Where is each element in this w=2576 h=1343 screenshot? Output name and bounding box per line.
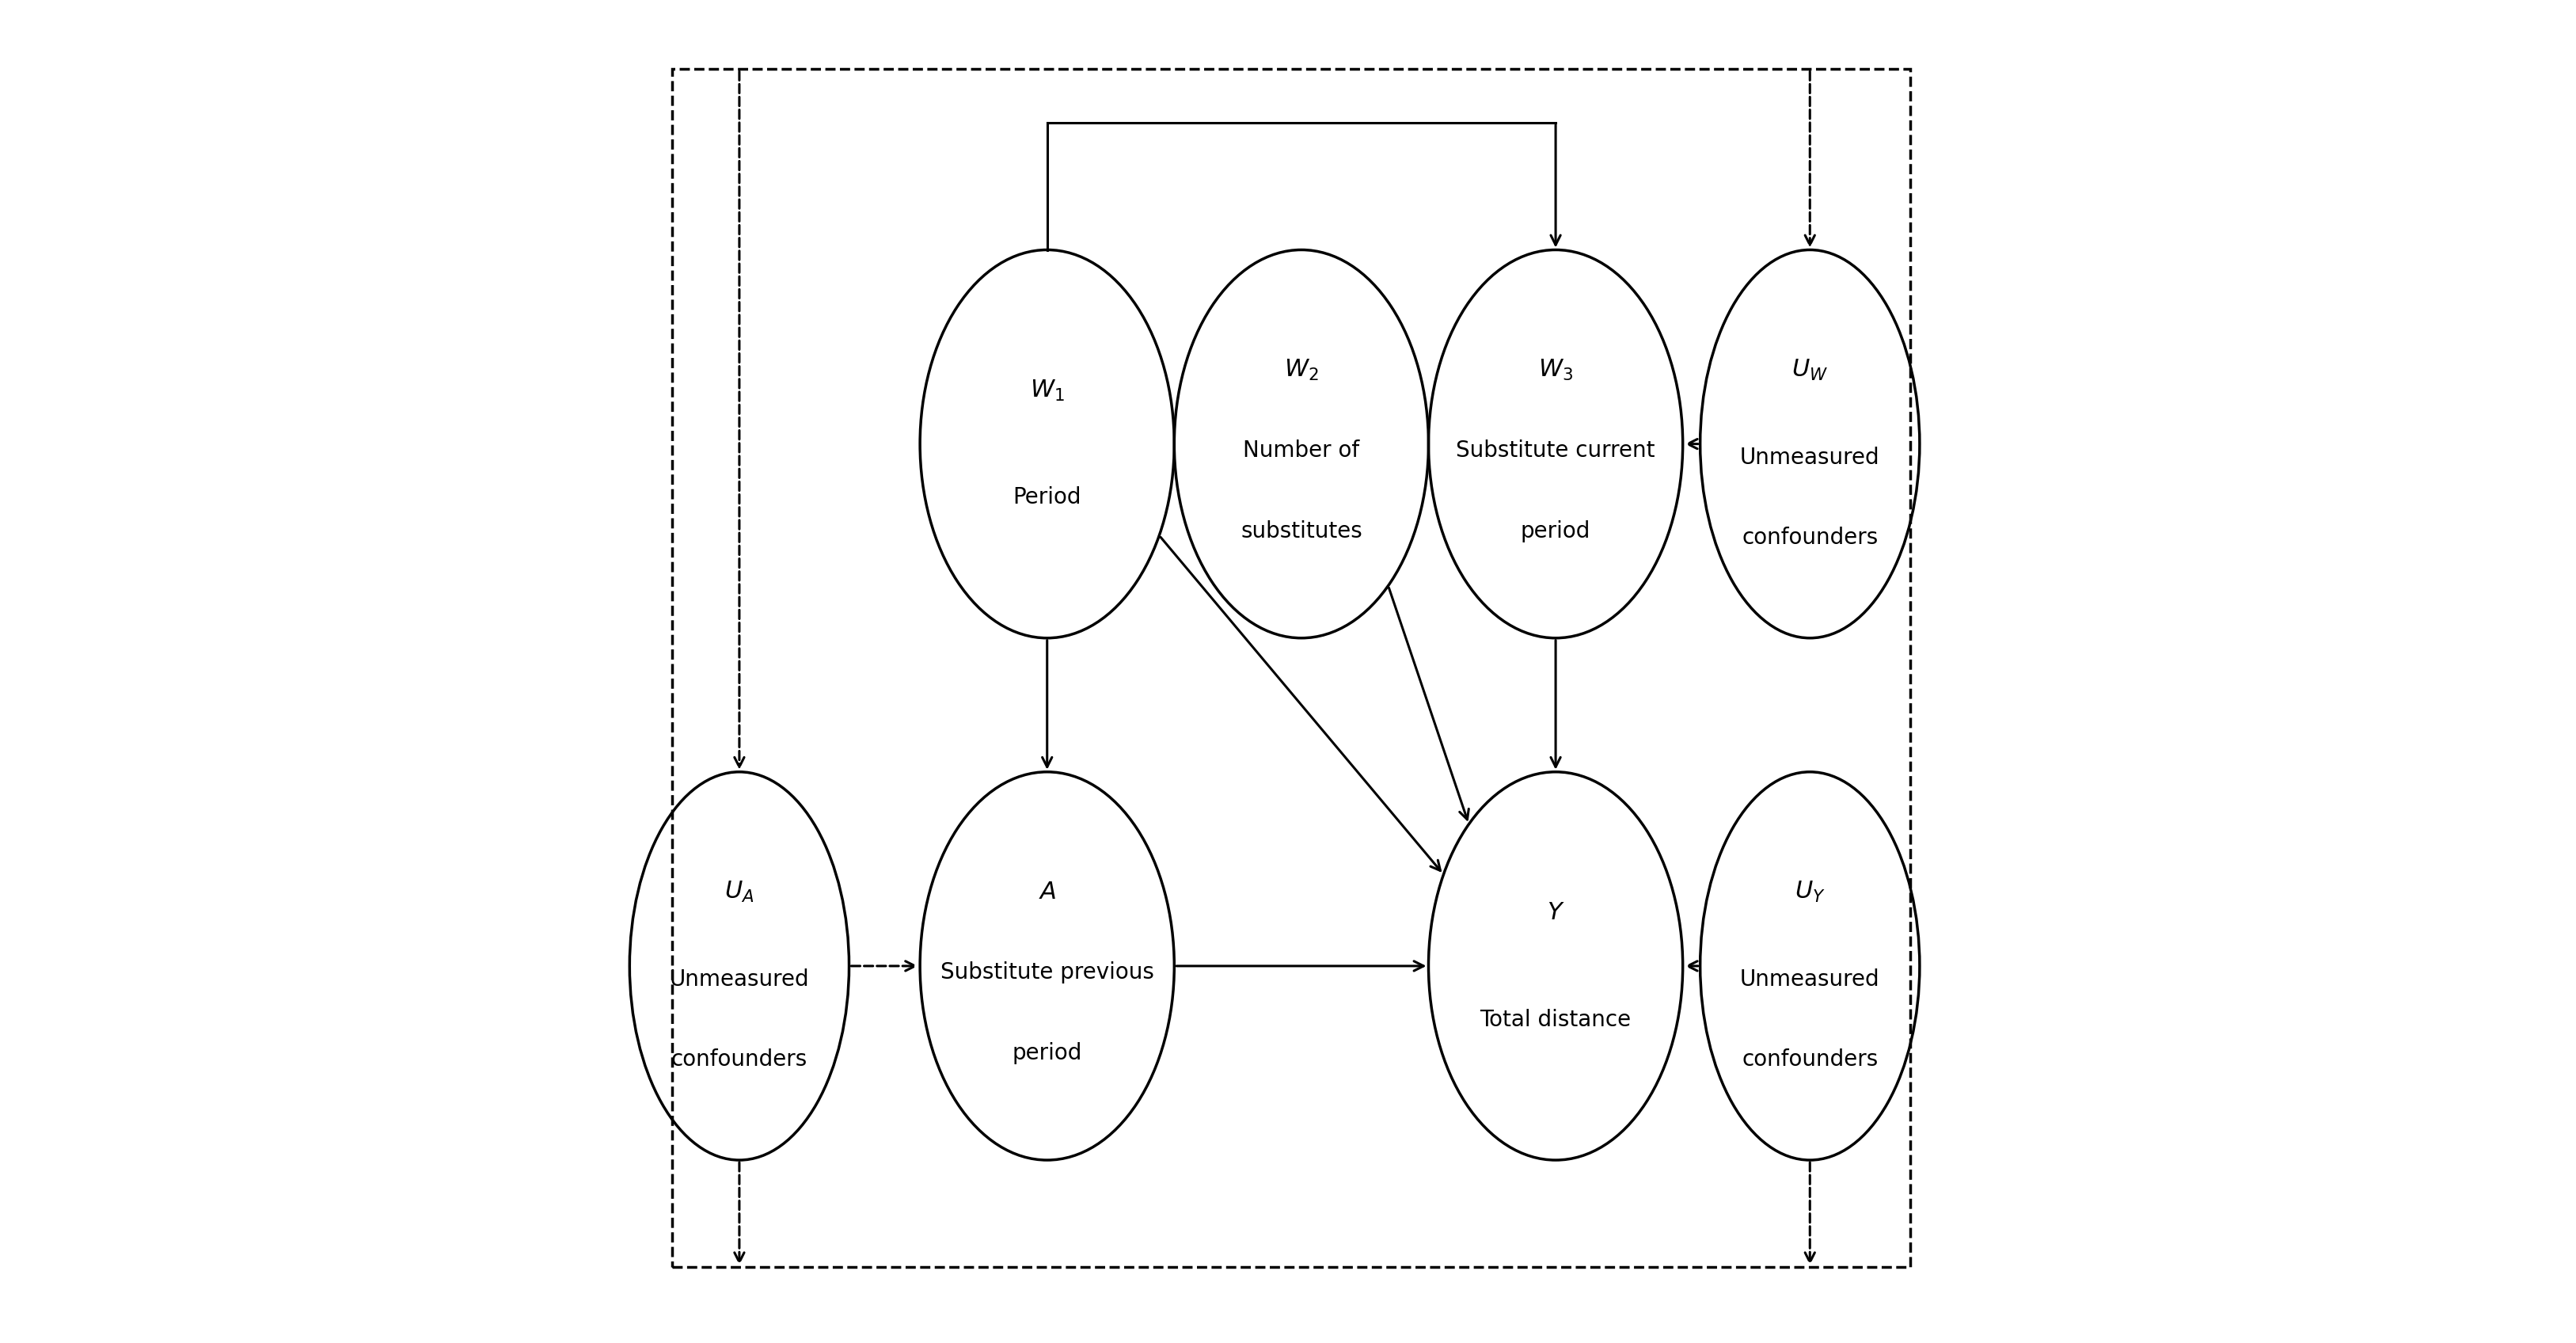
Text: Period: Period (1012, 486, 1082, 509)
Text: Unmeasured: Unmeasured (1739, 446, 1880, 469)
Text: $W_3$: $W_3$ (1538, 359, 1574, 383)
Text: $A$: $A$ (1038, 881, 1056, 904)
Text: confounders: confounders (1741, 526, 1878, 549)
Text: Unmeasured: Unmeasured (670, 968, 809, 991)
Text: $U_W$: $U_W$ (1793, 359, 1829, 383)
Text: period: period (1012, 1042, 1082, 1064)
Text: confounders: confounders (672, 1049, 806, 1070)
Text: confounders: confounders (1741, 1049, 1878, 1070)
Text: period: period (1520, 520, 1589, 543)
Bar (672, 68, 1911, 1268)
Text: Total distance: Total distance (1481, 1009, 1631, 1030)
Text: $W_2$: $W_2$ (1283, 359, 1319, 383)
Text: $U_A$: $U_A$ (724, 880, 755, 905)
Text: Number of: Number of (1244, 439, 1360, 462)
Text: substitutes: substitutes (1242, 520, 1363, 543)
Text: Unmeasured: Unmeasured (1739, 968, 1880, 991)
Text: Substitute current: Substitute current (1455, 439, 1656, 462)
Text: $U_Y$: $U_Y$ (1795, 880, 1826, 905)
Text: $W_1$: $W_1$ (1030, 379, 1064, 403)
Text: Substitute previous: Substitute previous (940, 962, 1154, 984)
Text: $Y$: $Y$ (1546, 901, 1564, 924)
